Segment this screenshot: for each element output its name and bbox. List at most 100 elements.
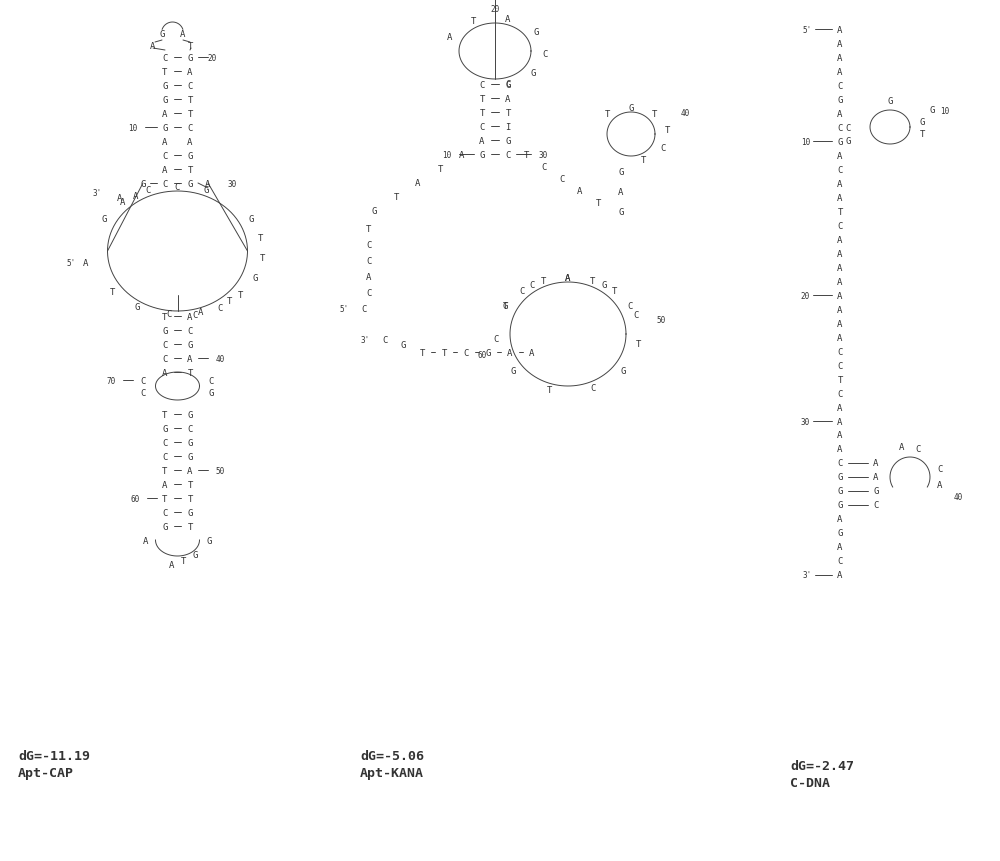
Text: A: A — [366, 272, 372, 282]
Text: C: C — [837, 123, 843, 133]
Text: G: G — [837, 487, 843, 496]
Text: T: T — [162, 67, 168, 77]
Text: C: C — [837, 361, 843, 370]
Text: G: G — [873, 487, 879, 496]
Text: Apt-CAP: Apt-CAP — [18, 766, 74, 779]
Text: C: C — [187, 326, 193, 335]
Text: C: C — [559, 174, 565, 183]
Text: C: C — [162, 452, 168, 461]
Text: A: A — [837, 179, 843, 189]
Text: A: A — [837, 235, 843, 245]
Text: G: G — [601, 281, 607, 290]
Text: T: T — [636, 340, 642, 349]
Text: G: G — [400, 340, 406, 349]
Text: T: T — [605, 109, 610, 119]
Text: G: G — [248, 214, 254, 224]
Text: A: A — [577, 186, 583, 195]
Text: 70: 70 — [106, 376, 116, 385]
Text: A: A — [187, 138, 193, 146]
Text: A: A — [618, 188, 624, 196]
Text: A: A — [837, 319, 843, 328]
Text: G: G — [533, 28, 539, 37]
Text: A: A — [143, 536, 148, 545]
Text: C: C — [542, 51, 547, 59]
Text: C: C — [162, 340, 168, 349]
Text: C: C — [162, 179, 168, 189]
Text: 40: 40 — [953, 493, 963, 502]
Text: C: C — [175, 183, 180, 191]
Text: A: A — [507, 348, 513, 357]
Text: T: T — [258, 233, 263, 243]
Text: 5': 5' — [803, 26, 812, 34]
Text: A: A — [565, 273, 571, 282]
Text: T: T — [503, 301, 508, 311]
Text: G: G — [503, 301, 508, 311]
Text: I: I — [505, 122, 511, 132]
Text: C: C — [505, 151, 511, 159]
Text: C: C — [366, 257, 372, 265]
Text: G: G — [837, 138, 843, 146]
Text: T: T — [187, 480, 193, 489]
Text: 40: 40 — [215, 354, 225, 363]
Text: C: C — [463, 348, 469, 357]
Text: A: A — [937, 481, 943, 490]
Text: A: A — [837, 403, 843, 412]
Text: C: C — [141, 376, 146, 385]
Text: C-DNA: C-DNA — [790, 777, 830, 790]
Text: T: T — [437, 164, 443, 173]
Text: 30: 30 — [801, 417, 810, 426]
Text: G: G — [837, 501, 843, 510]
Text: G: G — [187, 340, 193, 349]
Text: 50: 50 — [215, 466, 225, 475]
Text: 5': 5' — [67, 258, 76, 268]
Text: T: T — [919, 129, 925, 139]
Text: C: C — [209, 376, 214, 385]
Text: C: C — [187, 424, 193, 433]
Text: A: A — [837, 445, 843, 454]
Text: C: C — [837, 389, 843, 398]
Text: A: A — [837, 152, 843, 160]
Text: A: A — [162, 165, 168, 174]
Text: T: T — [162, 410, 168, 419]
Text: T: T — [162, 494, 168, 503]
Text: T: T — [547, 385, 552, 394]
Text: A: A — [162, 480, 168, 489]
Text: C: C — [162, 508, 168, 517]
Text: G: G — [159, 29, 165, 39]
Text: C: C — [837, 221, 843, 230]
Text: T: T — [652, 109, 657, 119]
Text: A: A — [117, 194, 122, 202]
Text: T: T — [366, 224, 372, 233]
Text: G: G — [140, 179, 146, 189]
Text: A: A — [837, 109, 843, 118]
Text: T: T — [419, 348, 425, 357]
Text: C: C — [146, 186, 151, 195]
Text: G: G — [620, 367, 626, 375]
Text: T: T — [523, 151, 529, 159]
Text: C: C — [366, 288, 372, 297]
Text: C: C — [141, 388, 146, 397]
Text: A: A — [837, 26, 843, 34]
Text: C: C — [837, 347, 843, 356]
Text: Apt-KANA: Apt-KANA — [360, 766, 424, 779]
Text: G: G — [187, 452, 193, 461]
Text: C: C — [166, 310, 171, 319]
Text: C: C — [529, 281, 535, 290]
Text: C: C — [162, 438, 168, 447]
Text: G: G — [837, 529, 843, 538]
Text: C: C — [162, 152, 168, 160]
Text: 60: 60 — [130, 494, 140, 503]
Text: G: G — [252, 274, 258, 282]
Text: C: C — [837, 557, 843, 566]
Text: T: T — [162, 313, 168, 321]
Text: T: T — [590, 276, 595, 286]
Text: A: A — [415, 178, 421, 188]
Text: A: A — [187, 466, 193, 475]
Text: G: G — [485, 348, 491, 357]
Text: A: A — [837, 543, 843, 552]
Text: C: C — [541, 163, 547, 171]
Text: 50: 50 — [656, 315, 666, 324]
Text: C: C — [915, 445, 921, 454]
Text: A: A — [505, 95, 511, 103]
Text: A: A — [187, 313, 193, 321]
